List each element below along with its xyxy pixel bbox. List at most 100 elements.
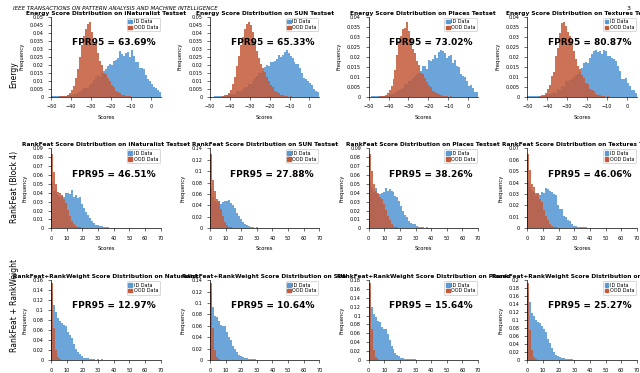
Bar [432,91,435,97]
Bar [246,24,248,97]
Bar [121,54,123,97]
Bar [234,77,236,97]
Title: Energy Score Distribution on Textures Testset: Energy Score Distribution on Textures Te… [506,11,640,16]
Bar [69,194,71,228]
Bar [123,95,125,97]
Bar [623,79,625,97]
Bar [253,78,256,97]
Bar [93,223,95,228]
Bar [376,193,379,228]
Bar [232,84,234,97]
Bar [607,56,609,97]
Bar [371,307,372,360]
Bar [559,33,561,97]
Bar [436,58,438,97]
Bar [289,56,291,97]
Bar [401,37,403,97]
Bar [420,227,422,228]
Bar [435,92,436,97]
Bar [571,224,573,228]
Text: FPR95 = 65.33%: FPR95 = 65.33% [230,38,314,47]
Bar [226,225,228,228]
Bar [533,187,535,228]
Bar [240,356,242,360]
Bar [109,64,111,97]
Bar [73,224,75,228]
Bar [435,55,436,97]
Bar [442,96,444,97]
Bar [224,222,226,228]
Bar [376,359,379,360]
Bar [420,73,422,97]
Bar [547,339,549,360]
Bar [573,51,575,97]
Bar [99,61,101,97]
Bar [541,95,543,97]
Bar [392,79,394,97]
Bar [260,73,262,97]
Bar [543,193,545,228]
Bar [109,81,111,97]
Bar [242,357,244,360]
Bar [89,22,91,97]
Text: RankFeat (Block 4): RankFeat (Block 4) [10,150,19,223]
Bar [234,94,236,97]
Bar [300,68,301,97]
Bar [556,355,557,360]
Title: RankFeat+RankWeight Score Distribution on Textures: RankFeat+RankWeight Score Distribution o… [492,274,640,279]
Bar [565,359,567,360]
Bar [430,61,432,97]
Bar [581,75,583,97]
Bar [419,73,420,97]
Bar [51,182,53,228]
Bar [230,94,232,97]
Bar [236,66,238,97]
Bar [87,88,89,97]
Bar [127,96,129,97]
Bar [85,358,87,360]
Legend: ID Data, OOD Data: ID Data, OOD Data [127,18,160,31]
Bar [388,94,390,97]
Text: FPR95 = 73.02%: FPR95 = 73.02% [389,38,473,47]
Title: RankFeat Score Distribution on SUN Testset: RankFeat Score Distribution on SUN Tests… [191,142,338,147]
Bar [397,91,399,97]
Bar [240,91,242,97]
Bar [266,66,268,97]
Bar [77,69,79,97]
Bar [103,73,105,97]
Bar [117,58,119,97]
Bar [51,292,53,360]
Bar [250,227,252,228]
Y-axis label: Frequency: Frequency [22,306,27,334]
Bar [214,316,216,360]
Bar [559,357,561,360]
Bar [55,312,57,360]
Legend: ID Data, OOD Data: ID Data, OOD Data [603,281,636,295]
Bar [605,51,607,97]
Title: RankFeat Score Distribution on Textures Testset: RankFeat Score Distribution on Textures … [502,142,640,147]
Bar [132,56,135,97]
Bar [65,193,67,228]
Bar [545,93,547,97]
Legend: ID Data, OOD Data: ID Data, OOD Data [127,150,160,163]
Text: Energy: Energy [10,61,19,88]
Bar [527,292,529,360]
Legend: ID Data, OOD Data: ID Data, OOD Data [285,150,318,163]
Bar [119,93,121,97]
Bar [387,93,388,97]
Bar [531,351,533,360]
Bar [59,96,61,97]
Bar [57,318,59,360]
Bar [551,192,553,228]
Bar [369,282,371,360]
X-axis label: Scores: Scores [97,247,115,251]
Bar [529,302,531,360]
Bar [527,154,529,228]
Bar [242,89,244,97]
Bar [635,93,637,97]
Bar [458,68,460,97]
Bar [135,62,137,97]
Bar [145,75,147,97]
Bar [71,95,73,97]
Bar [401,89,403,97]
